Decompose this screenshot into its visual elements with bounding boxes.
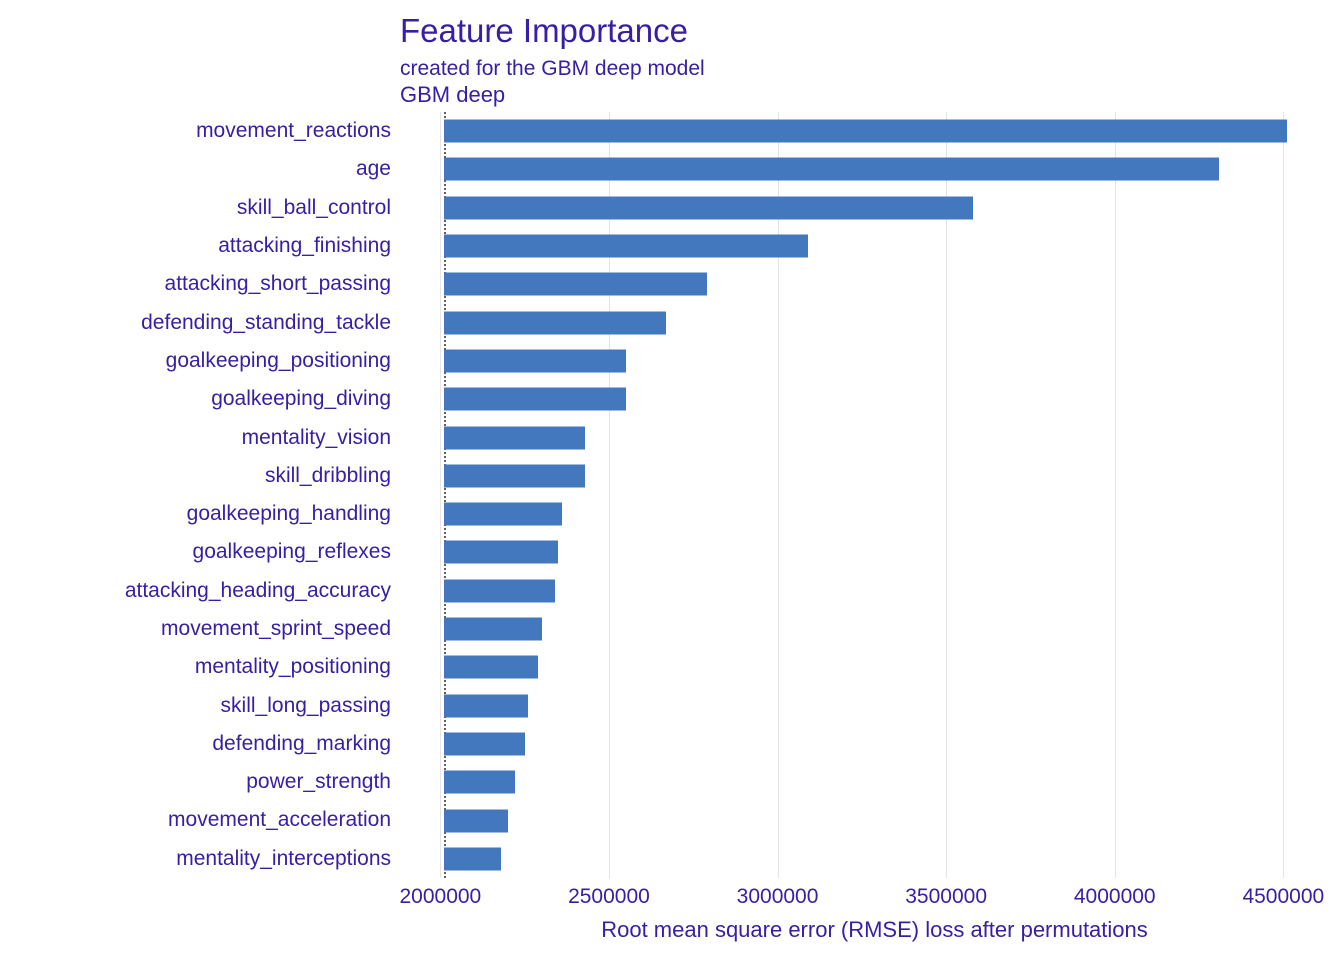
bar-attacking_heading_accuracy bbox=[443, 579, 555, 603]
x-axis: 2000000 2500000 3000000 3500000 4000000 45000… bbox=[399, 885, 1324, 911]
gridline bbox=[1283, 112, 1285, 878]
bar-skill_ball_control bbox=[443, 196, 974, 220]
y-axis-label: skill_dribbling bbox=[264, 463, 391, 487]
bar-defending_marking bbox=[443, 732, 525, 756]
bar-attacking_finishing bbox=[443, 234, 808, 258]
y-axis-label: attacking_short_passing bbox=[164, 272, 391, 296]
y-axis-label: power_strength bbox=[246, 770, 391, 794]
x-tick-label: 3000000 bbox=[736, 885, 819, 908]
y-axis-label: goalkeeping_diving bbox=[211, 387, 391, 411]
y-axis-label: defending_marking bbox=[212, 731, 391, 755]
y-axis-label: movement_acceleration bbox=[168, 808, 391, 832]
y-axis-label: movement_reactions bbox=[196, 119, 391, 143]
bar-mentality_vision bbox=[443, 426, 586, 450]
gridline bbox=[608, 112, 610, 878]
y-axis-label: goalkeeping_handling bbox=[186, 502, 391, 526]
bar-defending_standing_tackle bbox=[443, 311, 667, 335]
bar-skill_dribbling bbox=[443, 464, 586, 488]
bar-power_strength bbox=[443, 770, 515, 794]
bar-goalkeeping_diving bbox=[443, 387, 626, 411]
bar-movement_sprint_speed bbox=[443, 617, 542, 641]
y-axis-label: skill_long_passing bbox=[220, 693, 391, 717]
bar-movement_reactions bbox=[443, 119, 1287, 143]
bar-skill_long_passing bbox=[443, 694, 529, 718]
gridline bbox=[777, 112, 779, 878]
full-model-loss-line bbox=[443, 112, 446, 878]
chart-title: Feature Importance bbox=[400, 12, 688, 49]
y-axis-label: age bbox=[355, 157, 391, 181]
x-axis-title: Root mean square error (RMSE) loss after… bbox=[601, 917, 1148, 942]
x-tick-label: 2000000 bbox=[399, 885, 482, 908]
chart-subtitle: created for the GBM deep model bbox=[400, 57, 705, 80]
y-axis-label: mentality_vision bbox=[241, 425, 391, 449]
y-axis-label: goalkeeping_reflexes bbox=[192, 540, 391, 564]
y-axis-label: defending_standing_tackle bbox=[141, 310, 391, 334]
x-tick-label: 3500000 bbox=[905, 885, 988, 908]
y-axis-label: goalkeeping_positioning bbox=[165, 348, 391, 372]
plot-panel bbox=[437, 112, 1312, 878]
bar-goalkeeping_positioning bbox=[443, 349, 626, 373]
x-tick-label: 4000000 bbox=[1073, 885, 1156, 908]
bar-goalkeeping_reflexes bbox=[443, 540, 559, 564]
bar-age bbox=[443, 157, 1220, 181]
bar-mentality_positioning bbox=[443, 655, 539, 679]
y-axis-label: attacking_finishing bbox=[218, 234, 391, 258]
bar-goalkeeping_handling bbox=[443, 502, 562, 526]
x-tick-label: 4500000 bbox=[1242, 885, 1325, 908]
gridline bbox=[440, 112, 442, 878]
gridline bbox=[1114, 112, 1116, 878]
bar-mentality_interceptions bbox=[443, 847, 502, 871]
bar-attacking_short_passing bbox=[443, 272, 707, 296]
y-axis-label: attacking_heading_accuracy bbox=[124, 578, 391, 602]
y-axis-label: movement_sprint_speed bbox=[161, 617, 391, 640]
y-axis-label: mentality_interceptions bbox=[176, 846, 391, 870]
gridline bbox=[946, 112, 948, 878]
y-axis-label: mentality_positioning bbox=[194, 655, 391, 679]
y-axis-label: skill_ball_control bbox=[236, 195, 391, 219]
facet-label: GBM deep bbox=[400, 82, 506, 107]
x-tick-label: 2500000 bbox=[568, 885, 650, 908]
bar-movement_acceleration bbox=[443, 809, 508, 833]
